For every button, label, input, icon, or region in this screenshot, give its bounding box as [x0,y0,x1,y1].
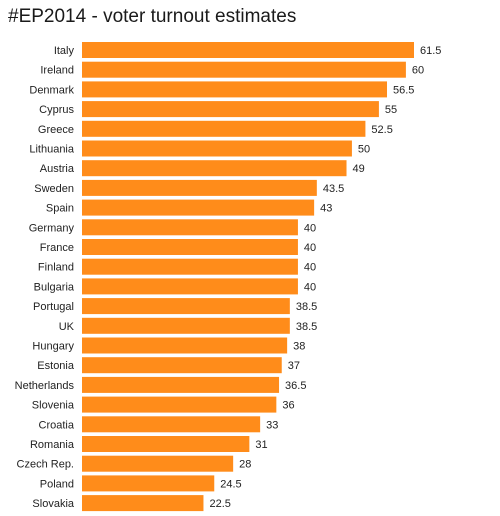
value-label: 37 [288,360,300,372]
value-label: 40 [304,242,316,254]
bar [82,219,298,236]
value-label: 22.5 [209,498,230,510]
bar [82,337,288,354]
category-label: Finland [38,262,74,274]
category-label: Denmark [29,84,74,96]
value-label: 52.5 [371,124,392,136]
category-label: Greece [38,124,74,136]
value-label: 40 [304,222,316,234]
bar [82,475,215,492]
bar [82,278,298,295]
bar [82,239,298,255]
category-label: Italy [54,45,75,57]
value-label: 36.5 [285,380,306,392]
category-label: Poland [40,478,74,490]
category-label: Spain [46,203,74,215]
category-label: Ireland [40,65,74,77]
category-label: France [40,242,74,254]
value-label: 43 [320,203,332,215]
category-label: Cyprus [39,104,74,116]
labels-layer: Italy 61.5 Ireland 60 Denmark 56.5 Cyprus 55 Gre… [15,45,442,510]
value-label: 33 [266,419,278,431]
category-label: Croatia [39,419,75,431]
value-label: 24.5 [220,478,241,490]
category-label: Romania [30,439,75,451]
bar [82,436,250,452]
value-label: 40 [304,281,316,293]
bar [82,140,352,157]
category-label: Slovenia [32,400,75,412]
category-label: Austria [40,163,75,175]
chart-title: #EP2014 - voter turnout estimates [8,6,297,27]
category-label: Netherlands [15,380,75,392]
value-label: 38.5 [296,321,317,333]
category-label: Germany [29,222,75,234]
bar [82,298,290,315]
value-label: 50 [358,144,370,156]
category-label: Lithuania [29,144,75,156]
bar [82,120,366,137]
value-label: 28 [239,459,251,471]
category-label: UK [59,321,75,333]
category-label: Portugal [33,301,74,313]
bar [82,199,315,216]
value-label: 40 [304,262,316,274]
category-label: Sweden [34,183,74,195]
value-label: 56.5 [393,84,414,96]
category-label: Bulgaria [34,281,75,293]
value-label: 43.5 [323,183,344,195]
bar [82,160,347,177]
bar [82,258,298,275]
category-label: Estonia [37,360,75,372]
value-label: 38.5 [296,301,317,313]
value-label: 55 [385,104,397,116]
category-label: Czech Rep. [17,459,74,471]
bar [82,357,282,374]
bar [82,455,234,472]
bar [82,317,290,334]
value-label: 60 [412,65,424,77]
bar [82,81,388,98]
value-label: 49 [353,163,365,175]
bar [82,416,261,433]
bar [82,61,406,78]
bar [82,376,280,393]
bars-layer [82,42,414,512]
category-label: Slovakia [32,498,74,510]
bar [82,396,277,413]
value-label: 36 [282,400,294,412]
bar [82,101,379,118]
bar [82,42,414,58]
bar [82,495,204,512]
category-label: Hungary [32,341,74,353]
bar [82,179,317,196]
value-label: 38 [293,341,305,353]
value-label: 31 [255,439,267,451]
value-label: 61.5 [420,45,441,57]
